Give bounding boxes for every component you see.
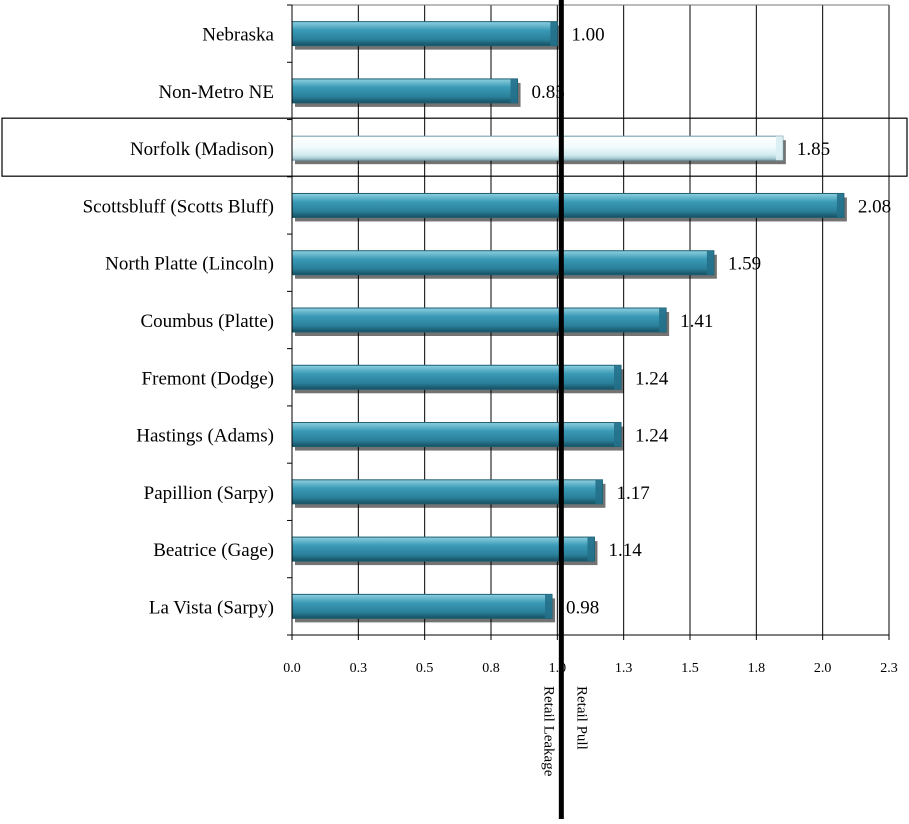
category-label: North Platte (Lincoln) [105, 254, 274, 275]
bar [291, 536, 595, 562]
x-tick-label: 2.3 [880, 661, 898, 676]
bar-end-cap [706, 250, 714, 275]
category-label: Coumbus (Platte) [140, 311, 274, 332]
bar [291, 21, 558, 47]
bar [291, 422, 622, 448]
bar [291, 307, 667, 333]
value-label: 1.24 [635, 368, 669, 389]
bar [291, 192, 845, 218]
value-label: 2.08 [858, 196, 891, 217]
category-label: Hastings (Adams) [136, 426, 274, 447]
highlight-row-frame [1, 117, 908, 177]
category-label: La Vista (Sarpy) [149, 597, 274, 618]
value-label: 1.14 [608, 540, 642, 561]
value-label: 1.41 [680, 311, 713, 332]
category-label: Fremont (Dodge) [142, 368, 274, 389]
value-label: 0.85 [532, 82, 565, 103]
category-label: Non-Metro NE [158, 82, 274, 103]
bar [291, 364, 622, 390]
value-label: 1.24 [635, 426, 669, 447]
x-tick-label: 0.8 [482, 661, 500, 676]
value-label: 1.17 [616, 483, 649, 504]
category-label: Beatrice (Gage) [153, 540, 274, 561]
bar [291, 78, 519, 104]
bars [291, 21, 847, 623]
category-label: Scottsbluff (Scotts Bluff) [83, 196, 274, 217]
x-tick-label: 0.5 [416, 661, 434, 676]
bar-end-cap [659, 308, 667, 332]
category-label: Norfolk (Madison) [130, 139, 274, 160]
x-tick-label: 1.3 [615, 661, 633, 676]
value-label: 1.85 [797, 139, 830, 160]
bar-end-cap [550, 21, 558, 46]
x-tick-label: 2.0 [814, 661, 832, 676]
category-label: Nebraska [202, 25, 274, 46]
bar-end-cap [510, 78, 518, 103]
bar [291, 479, 603, 505]
bar-end-cap [595, 479, 603, 504]
bar-end-cap [614, 365, 622, 390]
bar-end-cap [614, 422, 622, 447]
bar-highlighted [291, 135, 784, 161]
annotation-retail-leakage: Retail Leakage [540, 686, 556, 777]
x-tick-label: 0.0 [283, 661, 301, 676]
labels: Nebraska 1.00 Non-Metro NE 0.85 Norfolk (Mad… [83, 25, 892, 619]
bar [291, 250, 715, 276]
reference-line-group: Retail Leakage Retail Pull [540, 0, 589, 819]
highlight-frame [1, 117, 908, 177]
axes: 0.0 0.3 0.5 0.8 1.0 1.3 1.5 1.8 2.0 2.3 [283, 4, 898, 676]
x-tick-label: 1.5 [681, 661, 699, 676]
bar-end-cap [836, 193, 844, 218]
bar-end-cap [587, 537, 595, 562]
value-label: 1.00 [571, 25, 604, 46]
bar [291, 593, 553, 619]
annotation-retail-pull: Retail Pull [573, 686, 589, 750]
bar-end-cap [775, 136, 783, 161]
value-label: 1.59 [728, 254, 761, 275]
category-label: Papillion (Sarpy) [144, 483, 274, 504]
x-tick-label: 0.3 [350, 661, 368, 676]
x-tick-label: 1.8 [748, 661, 766, 676]
value-label: 0.98 [566, 597, 599, 618]
bar-end-cap [545, 594, 553, 619]
